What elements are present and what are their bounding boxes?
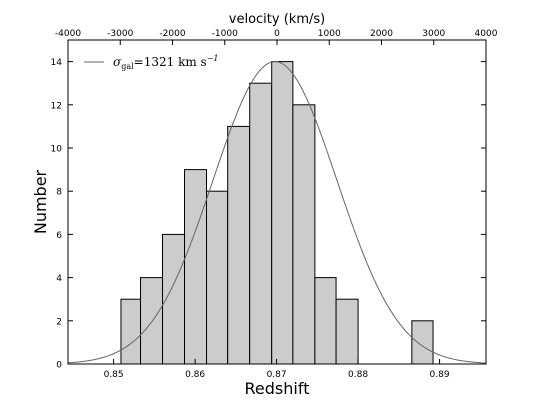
legend-subscript: gal — [121, 62, 134, 71]
histogram-bar — [411, 320, 434, 365]
top-tick-label: 0 — [274, 29, 280, 39]
x-tick-label: 0.89 — [430, 370, 450, 380]
top-axis-label: velocity (km/s) — [229, 12, 325, 27]
y-axis-label: Number — [31, 169, 50, 234]
y-tick-label: 6 — [56, 231, 62, 241]
histogram-bar — [140, 277, 164, 365]
top-tick-label: -1000 — [212, 29, 238, 39]
legend-sigma: σ — [113, 55, 122, 69]
x-axis-label: Redshift — [245, 379, 310, 398]
legend-label: σgal=1321 km s−1 — [113, 54, 218, 71]
y-tick-label: 10 — [51, 145, 63, 155]
y-tick-label: 4 — [56, 274, 62, 284]
histogram-bar — [314, 277, 337, 365]
histogram-bar — [292, 104, 316, 365]
x-tick-label: 0.88 — [348, 370, 368, 380]
legend: σgal=1321 km s−1 — [84, 54, 218, 71]
histogram-bar — [184, 169, 208, 365]
x-tick-label: 0.85 — [104, 370, 124, 380]
histogram-bar — [120, 298, 142, 365]
histogram-bar — [206, 190, 229, 365]
histogram-bar — [249, 82, 273, 365]
top-tick-label: 4000 — [475, 29, 498, 39]
gaussian-fit-curve — [67, 61, 487, 364]
x-tick-label: 0.86 — [185, 370, 205, 380]
histogram-bar — [335, 298, 359, 365]
bars-layer — [120, 61, 434, 365]
y-tick-label: 2 — [56, 317, 62, 327]
ticks-layer: 0.85 0.86 0.87 0.88 0.89 0 2 4 6 8 10 12 14 -4000 -300… — [51, 29, 498, 380]
y-tick-label: 8 — [56, 188, 62, 198]
y-tick-label: 12 — [51, 101, 62, 111]
top-tick-label: 1000 — [318, 29, 341, 39]
legend-superscript: −1 — [207, 54, 219, 63]
legend-value: =1321 km s — [134, 55, 207, 69]
top-tick-label: -2000 — [159, 29, 185, 39]
histogram-bar — [227, 125, 251, 365]
top-tick-label: 3000 — [422, 29, 445, 39]
x-tick-label: 0.87 — [267, 370, 287, 380]
top-tick-label: 2000 — [370, 29, 393, 39]
histogram-bar — [271, 61, 294, 365]
y-tick-label: 14 — [51, 58, 63, 68]
y-tick-label: 0 — [56, 361, 62, 371]
top-tick-label: -3000 — [107, 29, 133, 39]
top-tick-label: -4000 — [55, 29, 81, 39]
